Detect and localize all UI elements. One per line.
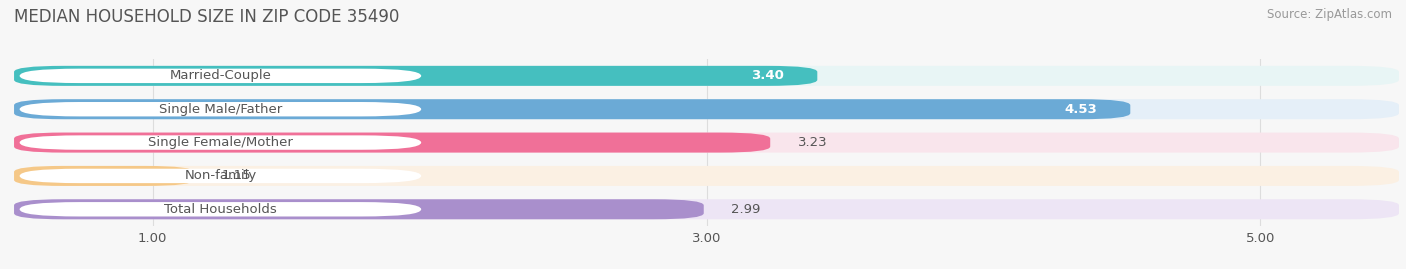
FancyBboxPatch shape [20, 69, 422, 83]
Text: Single Male/Father: Single Male/Father [159, 103, 283, 116]
FancyBboxPatch shape [14, 199, 1399, 219]
FancyBboxPatch shape [20, 169, 422, 183]
FancyBboxPatch shape [14, 133, 770, 153]
FancyBboxPatch shape [20, 135, 422, 150]
Text: 3.23: 3.23 [799, 136, 828, 149]
FancyBboxPatch shape [14, 99, 1130, 119]
FancyBboxPatch shape [20, 202, 422, 217]
FancyBboxPatch shape [14, 66, 1399, 86]
Text: Source: ZipAtlas.com: Source: ZipAtlas.com [1267, 8, 1392, 21]
FancyBboxPatch shape [14, 66, 817, 86]
Text: Single Female/Mother: Single Female/Mother [148, 136, 292, 149]
Text: Non-family: Non-family [184, 169, 256, 182]
Text: 2.99: 2.99 [731, 203, 761, 216]
Text: 3.40: 3.40 [751, 69, 785, 82]
FancyBboxPatch shape [14, 166, 1399, 186]
Text: MEDIAN HOUSEHOLD SIZE IN ZIP CODE 35490: MEDIAN HOUSEHOLD SIZE IN ZIP CODE 35490 [14, 8, 399, 26]
Text: Total Households: Total Households [165, 203, 277, 216]
FancyBboxPatch shape [20, 102, 422, 116]
Text: 4.53: 4.53 [1064, 103, 1097, 116]
FancyBboxPatch shape [14, 99, 1399, 119]
Text: 1.15: 1.15 [222, 169, 252, 182]
FancyBboxPatch shape [14, 199, 704, 219]
FancyBboxPatch shape [14, 166, 194, 186]
Text: Married-Couple: Married-Couple [170, 69, 271, 82]
FancyBboxPatch shape [14, 133, 1399, 153]
